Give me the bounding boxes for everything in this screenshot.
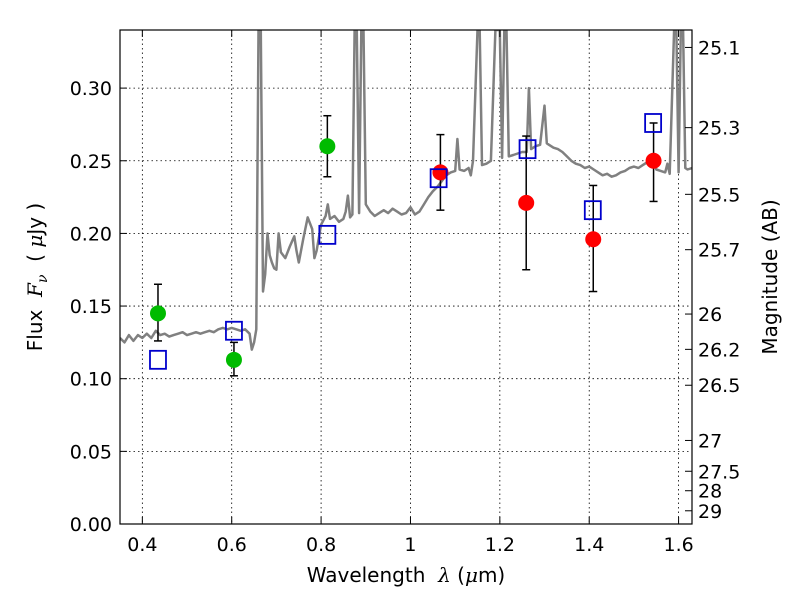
plot-frame [119,29,693,525]
model-square-point [318,224,337,245]
y-tick-label: 0.00 [70,514,112,536]
x-tick-label: 1.6 [663,534,693,556]
spectrum-line [120,30,692,351]
model-square-point [518,139,537,160]
green-data-point [319,138,336,155]
x-tick-label: 1.4 [574,534,604,556]
y2-tick-label: 25.5 [698,184,740,206]
model-square-point [225,320,243,341]
y2-tick-label: 25.3 [698,118,740,140]
plot-background [120,30,692,524]
x-tick-label: 1 [404,534,416,556]
y-tick-label: 0.25 [70,151,112,173]
x-tick-label: 0.4 [127,534,157,556]
red-data-point [585,231,602,248]
y-tick-label: 0.05 [70,441,112,463]
y2-tick-label: 27 [698,430,722,452]
x-tick-label: 0.6 [217,534,247,556]
y2-tick-label: 29 [698,501,722,523]
green-data-point [149,305,166,322]
red-data-point [645,152,662,169]
x-tick-label: 0.8 [306,534,336,556]
y2-axis-label: Magnitude (AB) [758,199,782,354]
y2-tick-label: 26 [698,304,722,326]
y2-tick-label: 25.7 [698,240,740,262]
plot-area [120,30,692,351]
model-square-point [429,168,448,189]
y2-tick-label: 25.1 [698,37,740,59]
red-data-point [518,194,535,211]
y2-tick-label: 26.5 [698,375,740,397]
x-tick-label: 1.2 [485,534,515,556]
x-axis-label: Wavelength λ (μm) [307,563,506,587]
y-axis-ticks: 0.00 0.05 0.10 0.15 0.20 0.25 0.30 [70,78,127,536]
model-square-point [644,113,663,133]
y2-tick-label: 28 [698,481,722,503]
y-axis-label: Flux Fν ( μJy ) [23,203,51,351]
y-tick-label: 0.15 [70,296,112,318]
data-markers [149,113,663,377]
y-tick-label: 0.20 [70,223,112,245]
green-data-point [225,351,242,368]
y-tick-label: 0.30 [70,78,112,100]
y2-tick-label: 26.2 [698,339,740,361]
y2-tick-label: 27.5 [698,461,740,483]
model-square-point [583,200,602,221]
model-square-point [149,349,167,370]
x-axis-ticks: 0.4 0.6 0.8 1 1.2 1.4 1.6 [127,30,694,556]
y-tick-label: 0.10 [70,369,112,391]
